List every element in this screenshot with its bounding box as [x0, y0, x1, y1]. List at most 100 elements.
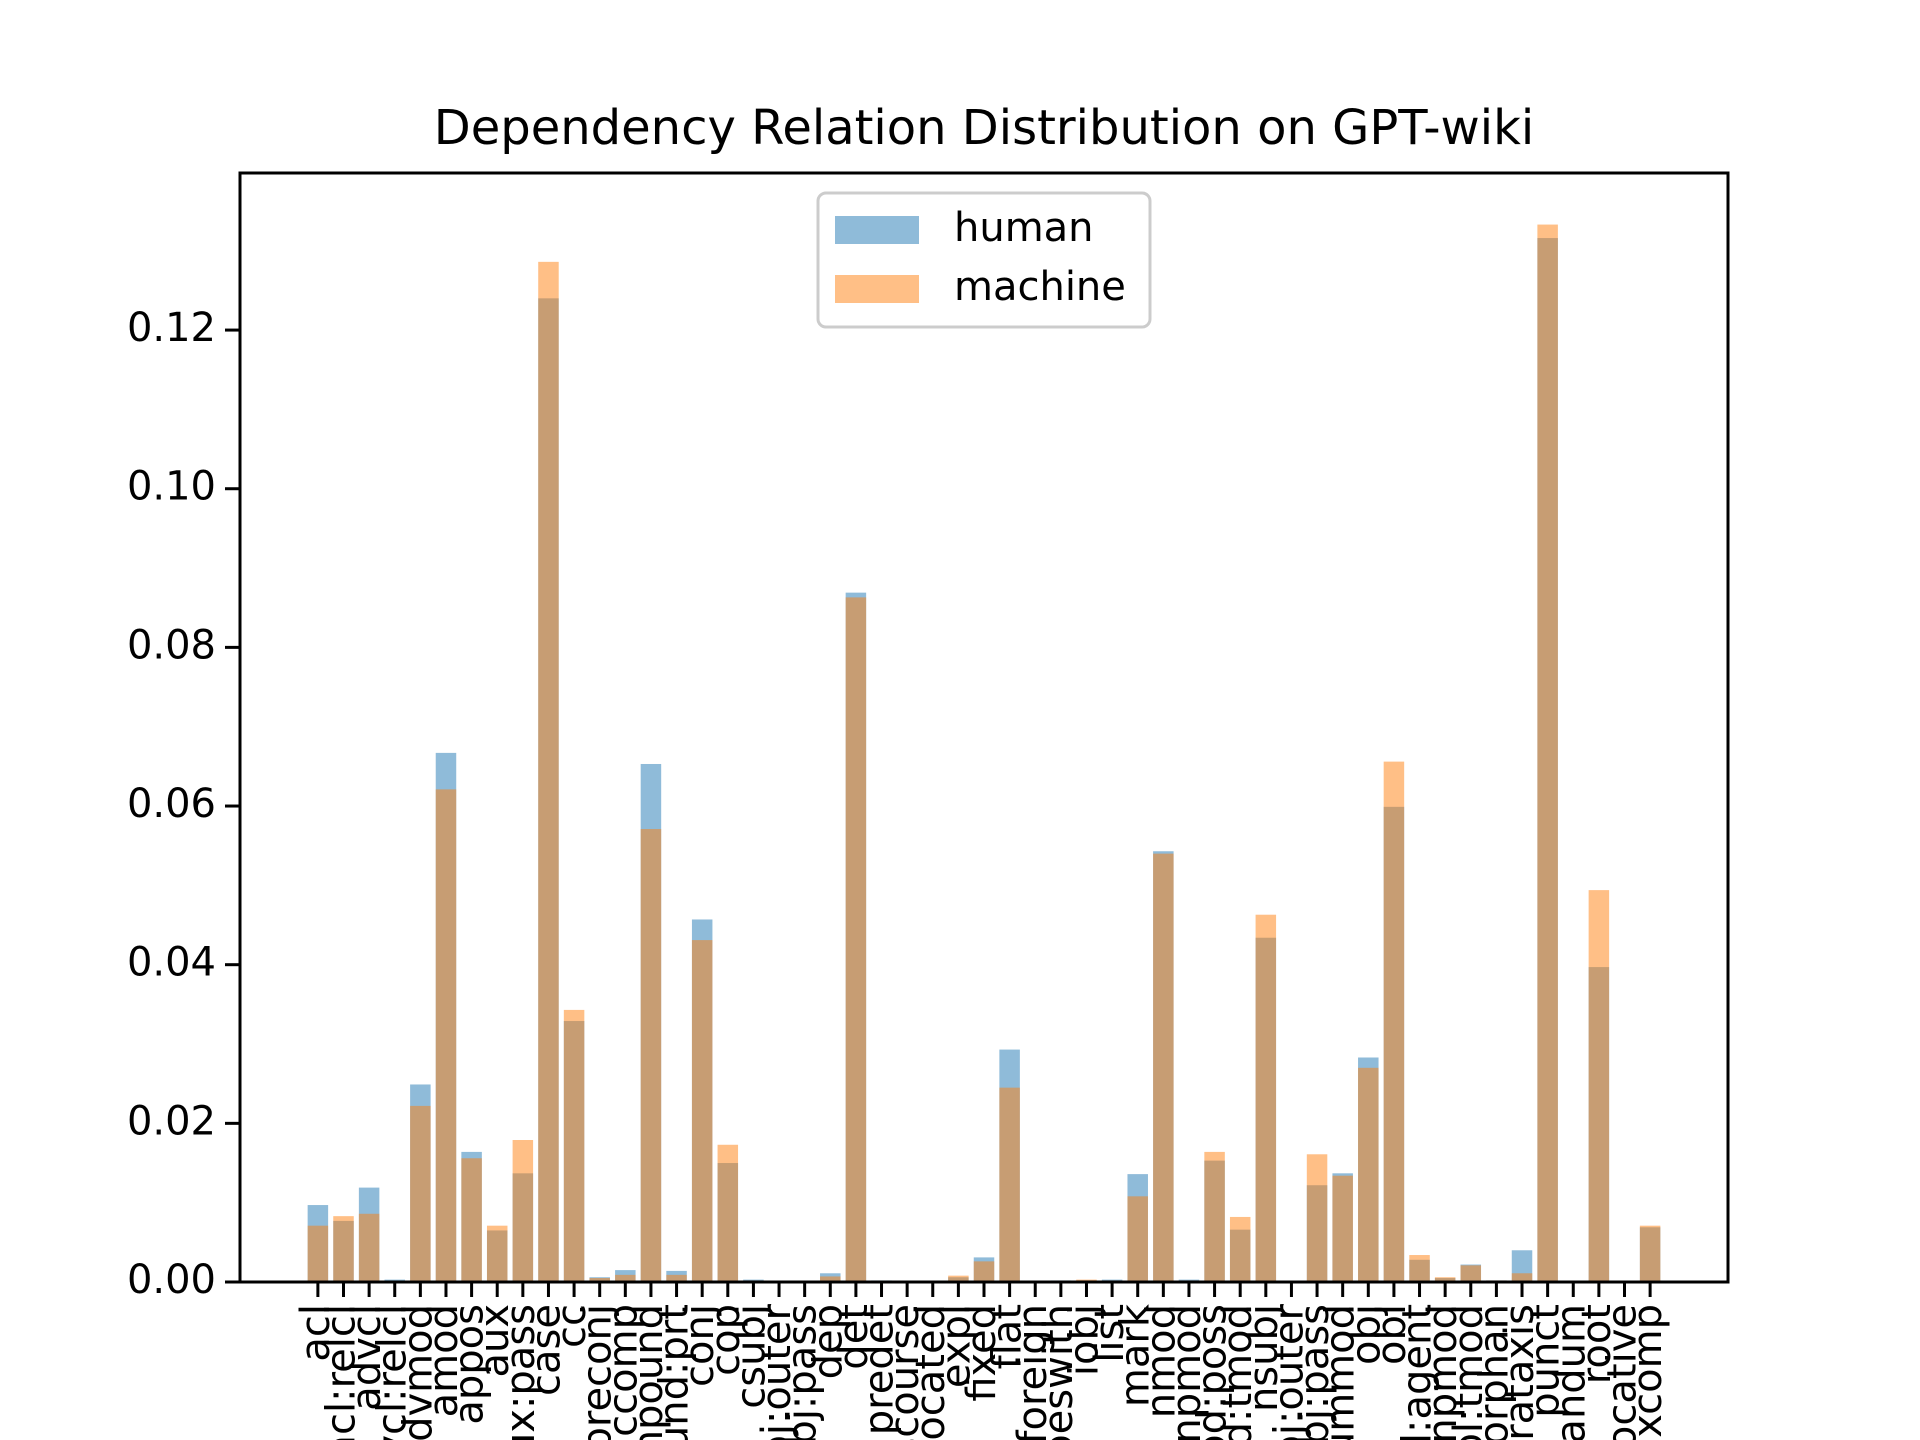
- bar: [1511, 1273, 1533, 1282]
- x-tick-label: expl: [933, 1304, 979, 1388]
- x-tick-label: orphan: [1471, 1304, 1517, 1440]
- x-tick-label: nsubj: [1241, 1304, 1287, 1412]
- x-tick-label: obl: [1369, 1304, 1415, 1365]
- x-tick-label: nmod:tmod: [1215, 1304, 1261, 1440]
- y-tick-label: 0.04: [127, 940, 216, 986]
- x-tick-label: obj: [1343, 1304, 1389, 1365]
- x-tick-label: nummod: [1318, 1304, 1364, 1440]
- bar: [563, 1009, 585, 1282]
- x-tick-label: nmod: [1138, 1304, 1184, 1418]
- x-tick-label: mark: [1113, 1303, 1159, 1407]
- x-tick-label: nsubj:outer: [1266, 1303, 1312, 1440]
- bar: [1588, 890, 1610, 1282]
- y-tick-label: 0.10: [127, 464, 216, 510]
- x-tick-label: aux: [472, 1304, 518, 1378]
- bar: [435, 789, 457, 1282]
- bar: [1460, 1265, 1482, 1282]
- x-tick-label: acl: [293, 1304, 339, 1362]
- x-tick-label: discourse: [882, 1304, 928, 1440]
- x-tick-label: conj: [677, 1304, 723, 1387]
- bar: [1229, 1216, 1251, 1282]
- bar: [999, 1087, 1020, 1282]
- x-tick-label: obl:agent: [1395, 1304, 1441, 1440]
- bar: [615, 1274, 636, 1282]
- legend-label: machine: [954, 264, 1126, 310]
- x-tick-label: root: [1574, 1304, 1620, 1384]
- x-tick-label: det:predet: [857, 1304, 903, 1440]
- bar: [307, 1225, 329, 1282]
- x-tick-label: dislocated: [908, 1304, 954, 1440]
- bar: [691, 940, 713, 1282]
- bar: [1434, 1277, 1456, 1282]
- bar: [1255, 914, 1277, 1282]
- x-tick-label: csubj: [728, 1304, 774, 1409]
- bar: [845, 597, 867, 1282]
- bar: [1639, 1225, 1661, 1282]
- bar: [1537, 224, 1558, 1282]
- x-tick-label: acl:relcl: [319, 1304, 365, 1440]
- bar: [666, 1274, 687, 1282]
- x-tick-label: advcl:relcl: [370, 1304, 416, 1440]
- legend-label: human: [954, 205, 1094, 251]
- bar: [1332, 1175, 1353, 1282]
- legend: human machine: [816, 191, 1152, 329]
- x-tick-label: flat:foreign: [1010, 1304, 1056, 1440]
- x-tick-label: goeswith: [1036, 1304, 1082, 1440]
- bar: [512, 1140, 534, 1282]
- x-tick-label: appos: [447, 1304, 493, 1425]
- x-tick-label: ccomp: [600, 1304, 646, 1437]
- bar: [1409, 1255, 1430, 1282]
- x-tick-label: det: [831, 1304, 877, 1370]
- bar: [1383, 761, 1405, 1282]
- x-tick-label: dep: [805, 1304, 851, 1379]
- x-tick-label: obl:tmod: [1446, 1304, 1492, 1440]
- bar: [948, 1275, 969, 1282]
- x-tick-label: obl:npmod: [1420, 1304, 1466, 1440]
- x-tick-label: punct: [1523, 1304, 1569, 1418]
- x-tick-label: case: [523, 1304, 569, 1396]
- x-tick-label: cop: [703, 1304, 749, 1376]
- bar: [640, 829, 662, 1282]
- bar: [486, 1225, 508, 1282]
- y-tick-label: 0.00: [127, 1257, 216, 1303]
- bar: [1358, 1067, 1379, 1282]
- axes-frame: [238, 171, 1730, 1284]
- bar: [717, 1144, 739, 1282]
- x-tick-label: aux:pass: [498, 1304, 544, 1440]
- x-tick-label: list: [1087, 1304, 1133, 1363]
- bar: [973, 1261, 995, 1282]
- x-tick-label: fixed: [959, 1304, 1005, 1402]
- x-tick-label: flat: [985, 1304, 1031, 1369]
- x-tick-label: parataxis: [1497, 1304, 1543, 1440]
- x-tick-label: reparandum: [1548, 1304, 1594, 1440]
- x-tick-label: nmod:npmod: [1164, 1304, 1210, 1440]
- x-tick-label: cc:preconj: [575, 1304, 621, 1440]
- x-tick-label: nsubj:pass: [1292, 1304, 1338, 1440]
- bar: [1127, 1196, 1148, 1282]
- x-tick-label: csubj:outer: [754, 1303, 800, 1440]
- bar: [820, 1276, 841, 1282]
- bar: [589, 1278, 610, 1282]
- bar: [461, 1158, 482, 1282]
- legend-swatch: [835, 275, 919, 303]
- bar: [538, 261, 559, 1282]
- x-tick-label: csubj:pass: [780, 1304, 826, 1440]
- x-tick-label: amod: [421, 1304, 467, 1417]
- x-tick-label: xcomp: [1625, 1304, 1671, 1438]
- bar: [358, 1213, 380, 1282]
- y-tick-label: 0.12: [127, 305, 216, 351]
- x-tick-label: cc: [549, 1304, 595, 1348]
- bar: [410, 1105, 431, 1282]
- x-tick-label: advmod: [395, 1304, 441, 1440]
- y-tick-label: 0.06: [127, 781, 216, 827]
- x-tick-label: iobj: [1061, 1304, 1107, 1376]
- bar: [1306, 1154, 1328, 1282]
- bar: [1153, 853, 1174, 1282]
- bar: [1204, 1151, 1225, 1282]
- x-tick-label: nmod:poss: [1190, 1304, 1236, 1440]
- x-tick-label: compound:prt: [652, 1304, 698, 1440]
- y-tick-label: 0.02: [127, 1098, 216, 1144]
- legend-swatch: [835, 216, 919, 244]
- x-tick-label: vocative: [1599, 1304, 1645, 1440]
